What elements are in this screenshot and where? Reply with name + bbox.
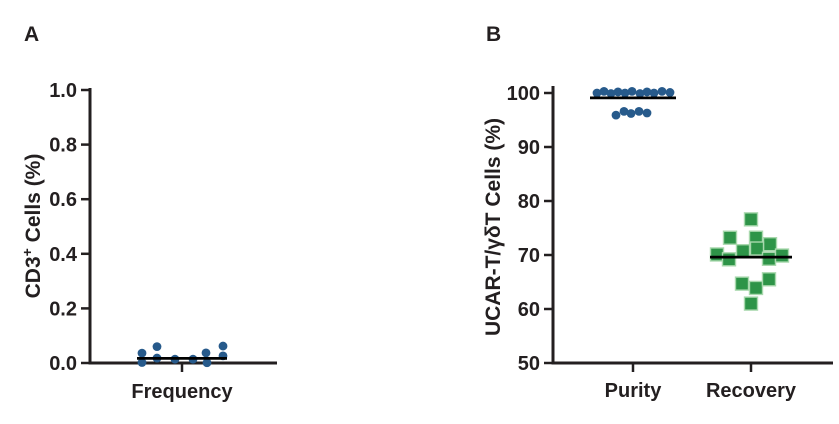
data-point-circle	[626, 109, 636, 118]
data-point-circle	[599, 86, 609, 96]
data-point-circle	[657, 86, 667, 96]
data-point-square	[762, 236, 778, 252]
data-point-square	[743, 296, 759, 311]
data-point-circle	[619, 106, 629, 116]
data-point-square	[734, 276, 750, 291]
data-point-circle	[635, 89, 645, 98]
y-tick-label: 1.0	[49, 80, 77, 102]
data-point-circle	[634, 106, 644, 116]
data-point-circle	[137, 358, 147, 367]
data-point-square	[709, 247, 725, 262]
data-point-circle	[642, 108, 652, 118]
data-point-square	[743, 212, 759, 227]
data-point-circle	[218, 341, 228, 351]
y-tick-label: 100	[507, 83, 540, 105]
data-point-square	[721, 252, 737, 267]
data-point-circle	[137, 348, 147, 358]
y-tick-label: 0.6	[49, 189, 77, 211]
panel-label-b: B	[486, 23, 502, 46]
x-category-label: Recovery	[706, 380, 797, 402]
y-tick-label: 70	[518, 245, 540, 267]
data-point-circle	[620, 88, 630, 98]
data-point-circle	[202, 358, 212, 368]
data-point-square	[761, 251, 777, 266]
x-category-label: Purity	[605, 380, 663, 402]
panel-label-a: A	[24, 23, 40, 46]
data-point-square	[749, 241, 765, 256]
x-category-label: Frequency	[131, 381, 233, 403]
panel-b: 50 60 70 80 90 100 Purity Recovery UCAR-T/γδT Ce…	[482, 83, 833, 402]
series-purity	[592, 86, 675, 120]
data-point-square	[722, 230, 738, 245]
series-recovery	[709, 212, 790, 311]
y-tick-label: 0.2	[49, 298, 77, 320]
y-axis-title: CD3+ Cells (%)	[19, 154, 45, 299]
axis-spine	[551, 86, 833, 365]
data-point-circle	[613, 87, 623, 97]
data-point-circle	[606, 89, 616, 98]
y-axis-title: UCAR-T/γδT Cells (%)	[482, 118, 505, 336]
data-point-circle	[152, 342, 162, 352]
data-point-circle	[642, 87, 652, 97]
data-point-circle	[201, 348, 211, 358]
data-point-square	[748, 280, 764, 296]
data-point-square	[761, 272, 777, 287]
y-tick-label: 50	[518, 353, 540, 375]
data-point-circle	[649, 88, 659, 98]
y-tick-label: 90	[518, 137, 540, 159]
data-point-circle	[611, 110, 621, 120]
y-tick-label: 80	[518, 191, 540, 213]
y-tick-label: 0.0	[49, 353, 77, 375]
y-tick-label: 60	[518, 299, 540, 321]
data-point-square	[774, 248, 790, 263]
y-tick-label: 0.8	[49, 135, 77, 157]
data-point-circle	[665, 88, 675, 97]
axis-spine	[88, 88, 277, 365]
data-point-circle	[627, 86, 637, 96]
panel-a: 0.0 0.2 0.4 0.6 0.8 1.0 Frequency CD3+ Cells (%…	[19, 80, 277, 403]
data-point-circle	[592, 88, 602, 98]
y-tick-label: 0.4	[49, 244, 78, 266]
